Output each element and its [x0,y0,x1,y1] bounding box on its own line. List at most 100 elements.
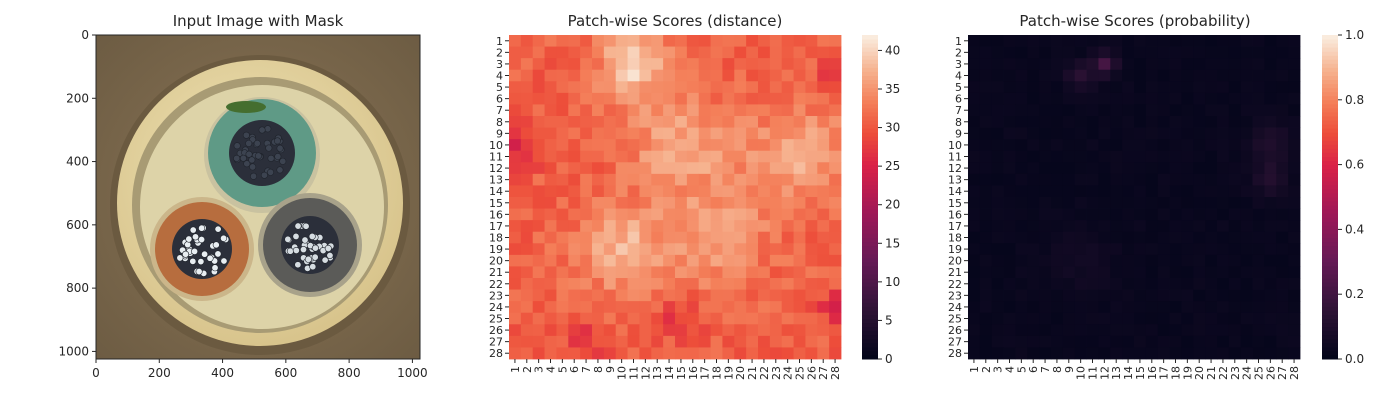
heatmap-cell [1039,92,1052,105]
y-tick-label: 24 [489,301,503,314]
heatmap-cell [769,127,783,140]
heatmap-cell [979,116,993,128]
x-tick-label: 18 [711,366,724,380]
heatmap-cell [639,335,652,348]
heatmap-cell [651,243,664,256]
colorbar-segment [862,192,878,198]
heatmap-cell [556,254,569,267]
heatmap-cell [568,92,581,105]
strand-dot [220,234,228,242]
colorbar-segment [1322,249,1338,255]
x-tick-label: 17 [699,366,712,380]
heatmap-cell [991,139,1004,152]
heatmap-cell [734,173,747,186]
heatmap-cell [1086,266,1099,279]
y-tick-label: 400 [66,155,89,169]
heatmap-cell [991,46,1004,59]
heatmap-cell [592,127,605,140]
heatmap-cell [1003,92,1016,105]
heatmap-cell [1039,46,1052,59]
heatmap-cell [1288,46,1301,59]
heatmap-cell [651,220,664,233]
y-tick-label: 600 [66,218,89,232]
heatmap-cell [979,104,993,117]
heatmap-cell [1205,58,1218,71]
heatmap-cell [675,58,688,71]
heatmap-cell [968,347,981,360]
heatmap-cell [603,254,617,267]
heatmap-cell [991,127,1004,140]
heatmap-cell [734,347,747,360]
heatmap-cell [1051,150,1064,163]
heatmap-cell [1181,312,1194,325]
strand-dot [294,261,302,269]
heatmap-cell [532,92,545,105]
heatmap-cell [1157,173,1170,186]
colorbar-segment [1322,278,1338,283]
heatmap-cell [627,69,640,82]
heatmap-cell [1086,208,1099,221]
heatmap-cell [1252,312,1265,325]
heatmap-cell [817,139,830,152]
heatmap-cell [1217,81,1230,94]
heatmap-cell [1252,335,1265,348]
x-tick-label: 28 [1288,366,1301,380]
heatmap-cell [1003,324,1016,337]
y-tick-label: 12 [948,162,962,175]
heatmap-cell [544,104,557,117]
colorbar-segment [862,278,878,283]
heatmap-cell [698,208,711,221]
heatmap-cell [793,46,806,59]
y-tick-label: 20 [489,255,503,268]
heatmap-cell [639,58,652,71]
heatmap-cell [568,46,581,59]
heatmap-cell [979,324,993,337]
heatmap-cell [1015,231,1028,244]
heatmap-cell [1264,289,1277,302]
heatmap-cell [1134,162,1147,175]
heatmap-cell [686,116,700,128]
heatmap-cell [722,104,735,117]
heatmap-cell [746,324,759,337]
heatmap-cell [1205,35,1218,47]
y-tick-label: 16 [489,208,503,221]
heatmap-cell [1098,81,1111,94]
heatmap-cell [627,301,640,314]
heatmap-cell [615,208,628,221]
heatmap-cell [544,173,557,186]
heatmap-cell [509,347,522,360]
x-tick-label: 15 [675,366,688,380]
heatmap-cell [805,266,818,279]
heatmap-cell [520,231,534,244]
heatmap-cell [781,243,794,256]
heatmap-cell [1098,58,1111,71]
heatmap-cell [1288,312,1301,325]
heatmap-cell [781,35,794,47]
heatmap-cell [769,208,783,221]
heatmap-cell [1134,104,1147,117]
strand-dot [276,166,284,174]
heatmap-cell [568,347,581,360]
heatmap-cell [1086,289,1099,302]
x-tick-label: 800 [338,366,361,380]
heatmap-cell [1205,231,1218,244]
heatmap-cell [829,173,842,186]
panel-distance-heatmap: Patch-wise Scores (distance) 12345678910… [489,12,900,380]
heatmap-cell [615,81,628,94]
heatmap-cell [520,208,534,221]
heatmap-cell [1145,289,1159,302]
heatmap-cell [746,116,759,128]
heatmap-cell [722,127,735,140]
heatmap-cell [1276,335,1289,348]
heatmap-cell [1264,231,1277,244]
heatmap-cell [509,185,522,198]
heatmap-cell [1217,312,1230,325]
heatmap-cell [769,335,783,348]
heatmap-cell [627,173,640,186]
heatmap-cell [1051,335,1064,348]
y-tick-label: 2 [496,46,503,59]
heatmap-cell [793,220,806,233]
heatmap-cell [1134,208,1147,221]
heatmap-cell [781,208,794,221]
heatmap-cell [1157,58,1170,71]
